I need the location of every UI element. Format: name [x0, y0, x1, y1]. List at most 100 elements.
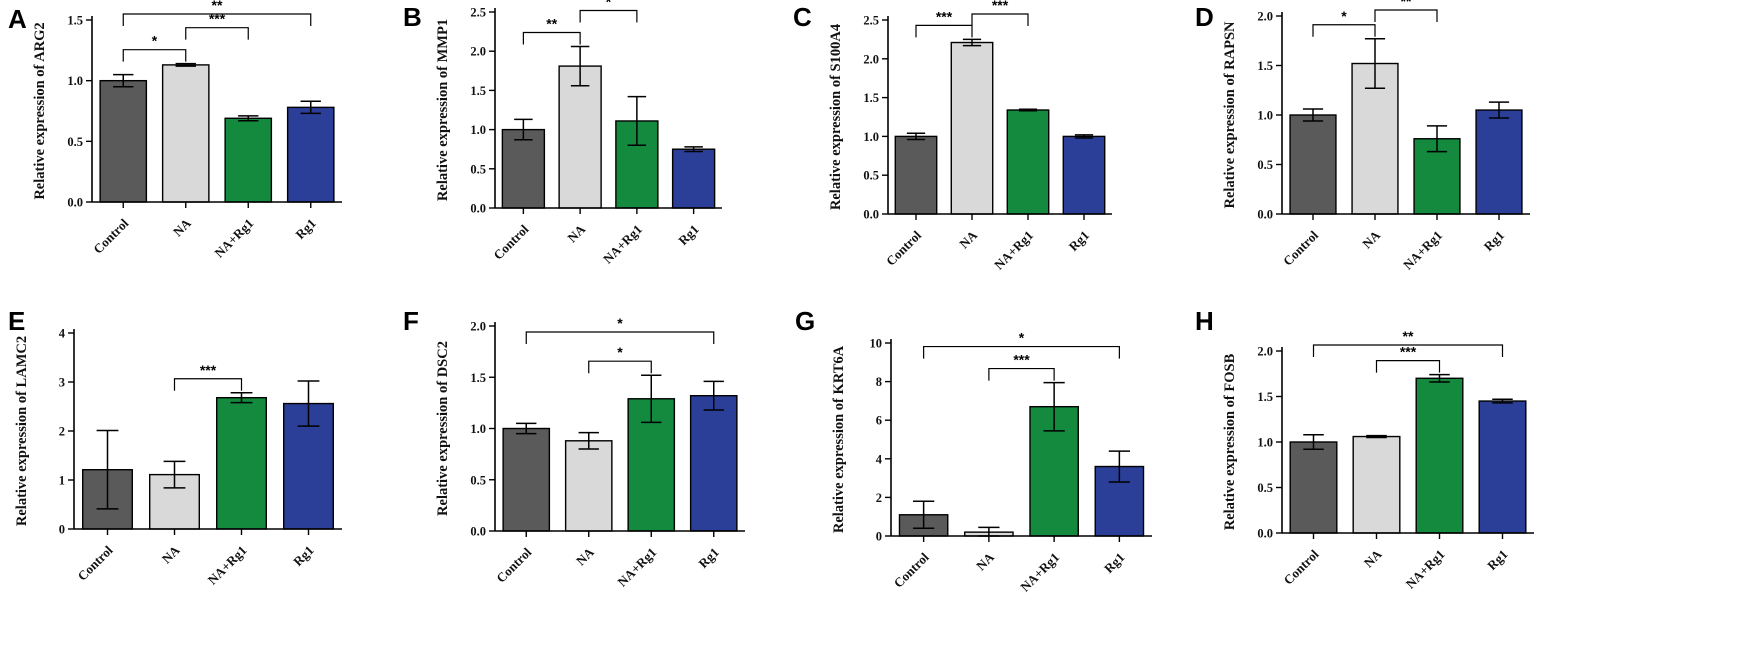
x-tick-label-na-rg1: NA+Rg1 [991, 228, 1036, 273]
x-tick-label-na-rg1: NA+Rg1 [1017, 550, 1062, 595]
error-bar-control [1303, 433, 1324, 451]
significance-label: ** [1401, 0, 1412, 9]
y-axis-label: Relative expression of RAPSN [1222, 21, 1238, 209]
y-tick-label: 2 [876, 491, 882, 505]
panel-letter: G [795, 306, 815, 336]
x-tick-label-rg1: Rg1 [1484, 547, 1510, 573]
significance-label: * [1019, 330, 1025, 346]
y-tick-label: 0.0 [470, 525, 486, 539]
y-tick-label: 1.5 [470, 84, 486, 98]
error-bar-rg1 [684, 146, 703, 153]
error-bar-na [570, 45, 590, 87]
significance-label: *** [209, 11, 226, 27]
bar-control [502, 427, 551, 532]
y-tick-label: 0 [876, 530, 882, 544]
error-bar-na-rg1 [1426, 125, 1448, 153]
y-tick-label: 3 [59, 376, 65, 390]
significance-bracket [915, 24, 973, 38]
panel-a: A Relative expression of ARG2 0.0 0.5 1.0 1.5… [8, 0, 342, 260]
error-bar-na [1364, 38, 1386, 90]
error-bar-control [514, 118, 533, 141]
y-tick-label: 0.5 [470, 473, 486, 487]
x-tick-label-rg1: Rg1 [1101, 550, 1127, 576]
x-tick-label-na: NA [170, 215, 194, 239]
error-bar-na [962, 38, 982, 47]
y-axis-label: Relative expression of KRT6A [831, 345, 847, 533]
bar-control [99, 79, 148, 203]
error-bar-na-rg1 [230, 392, 253, 404]
x-tick-label-na-rg1: NA+Rg1 [205, 543, 250, 588]
error-bar-rg1 [1074, 134, 1094, 139]
panel-c: C Relative expression of S100A4 0.0 0.5 1.0 1… [793, 0, 1112, 272]
x-tick-label-control: Control [1280, 227, 1321, 268]
significance-bracket [122, 13, 312, 26]
y-tick-label: 1.5 [67, 14, 83, 28]
significance-label: *** [936, 8, 953, 24]
y-tick-label: 0.0 [863, 208, 879, 222]
bar-na-rg1 [224, 117, 273, 203]
y-tick-label: 4 [876, 452, 883, 466]
x-tick-label-rg1: Rg1 [292, 216, 318, 242]
significance-bracket [525, 331, 715, 344]
bar-rg1 [1478, 400, 1527, 534]
significance-label: * [152, 33, 158, 49]
y-tick-label: 2.5 [470, 6, 486, 20]
y-tick-label: 1.5 [1257, 59, 1273, 73]
x-tick-label-rg1: Rg1 [1481, 228, 1507, 254]
x-tick-label-na-rg1: NA+Rg1 [1400, 228, 1445, 273]
significance-label: *** [1400, 344, 1417, 360]
x-tick-label-na: NA [956, 227, 980, 251]
bar-rg1 [1475, 109, 1523, 215]
bar-control [1289, 441, 1338, 534]
panel-letter: A [8, 4, 27, 34]
significance-label: ** [212, 0, 223, 13]
panel-letter: H [1195, 306, 1214, 336]
error-bar-rg1 [297, 380, 320, 427]
x-tick-label-control: Control [1281, 546, 1322, 587]
y-tick-label: 2.5 [863, 14, 879, 28]
significance-bracket [988, 367, 1055, 381]
y-tick-label: 8 [876, 375, 882, 389]
bar-na [558, 65, 602, 209]
error-bar-control [96, 429, 119, 510]
error-bar-rg1 [1492, 398, 1513, 404]
y-tick-label: 2 [59, 425, 65, 439]
significance-bracket [185, 27, 249, 40]
significance-bracket [1312, 24, 1376, 37]
bar-control [1289, 114, 1337, 215]
y-tick-label: 2.0 [1257, 10, 1273, 24]
error-bar-na [578, 431, 599, 450]
significance-bracket [173, 378, 243, 391]
panel-d: D Relative expression of RAPSN 0.0 0.5 1.0 1.… [1195, 0, 1530, 272]
y-tick-label: 0.5 [1257, 481, 1273, 495]
y-tick-label: 0 [59, 523, 65, 537]
error-bar-rg1 [1108, 450, 1130, 483]
significance-label: * [1341, 8, 1347, 24]
x-tick-label-na-rg1: NA+Rg1 [600, 222, 645, 267]
x-tick-label-control: Control [891, 549, 932, 590]
y-tick-label: 2.0 [470, 45, 486, 59]
y-tick-label: 1.5 [863, 91, 879, 105]
x-tick-label-na: NA [1361, 546, 1385, 570]
error-bar-rg1 [300, 100, 321, 115]
error-bar-na-rg1 [1018, 108, 1038, 112]
x-tick-label-control: Control [490, 221, 531, 262]
panel-letter: F [403, 306, 419, 336]
panel-letter: E [8, 306, 25, 336]
significance-bracket [1374, 9, 1438, 22]
panel-b: B Relative expression of MMP1 0.0 0.5 1.0 1.5… [403, 0, 722, 266]
x-tick-label-rg1: Rg1 [695, 545, 721, 571]
y-tick-label: 1.5 [470, 371, 486, 385]
significance-label: ** [1403, 328, 1414, 344]
y-axis-label: Relative expression of LAMC2 [14, 336, 30, 526]
panel-letter: C [793, 2, 812, 32]
error-bar-control [906, 132, 926, 141]
panel-f: F Relative expression of DSC2 0.0 0.5 1.0 1.5… [403, 306, 745, 589]
error-bar-control [516, 422, 537, 435]
y-tick-label: 0.5 [67, 135, 83, 149]
bar-na-rg1 [216, 396, 267, 530]
significance-bracket [579, 9, 638, 23]
x-tick-label-na: NA [1359, 227, 1383, 251]
error-bar-na-rg1 [238, 115, 259, 122]
bar-rg1 [1062, 135, 1106, 215]
